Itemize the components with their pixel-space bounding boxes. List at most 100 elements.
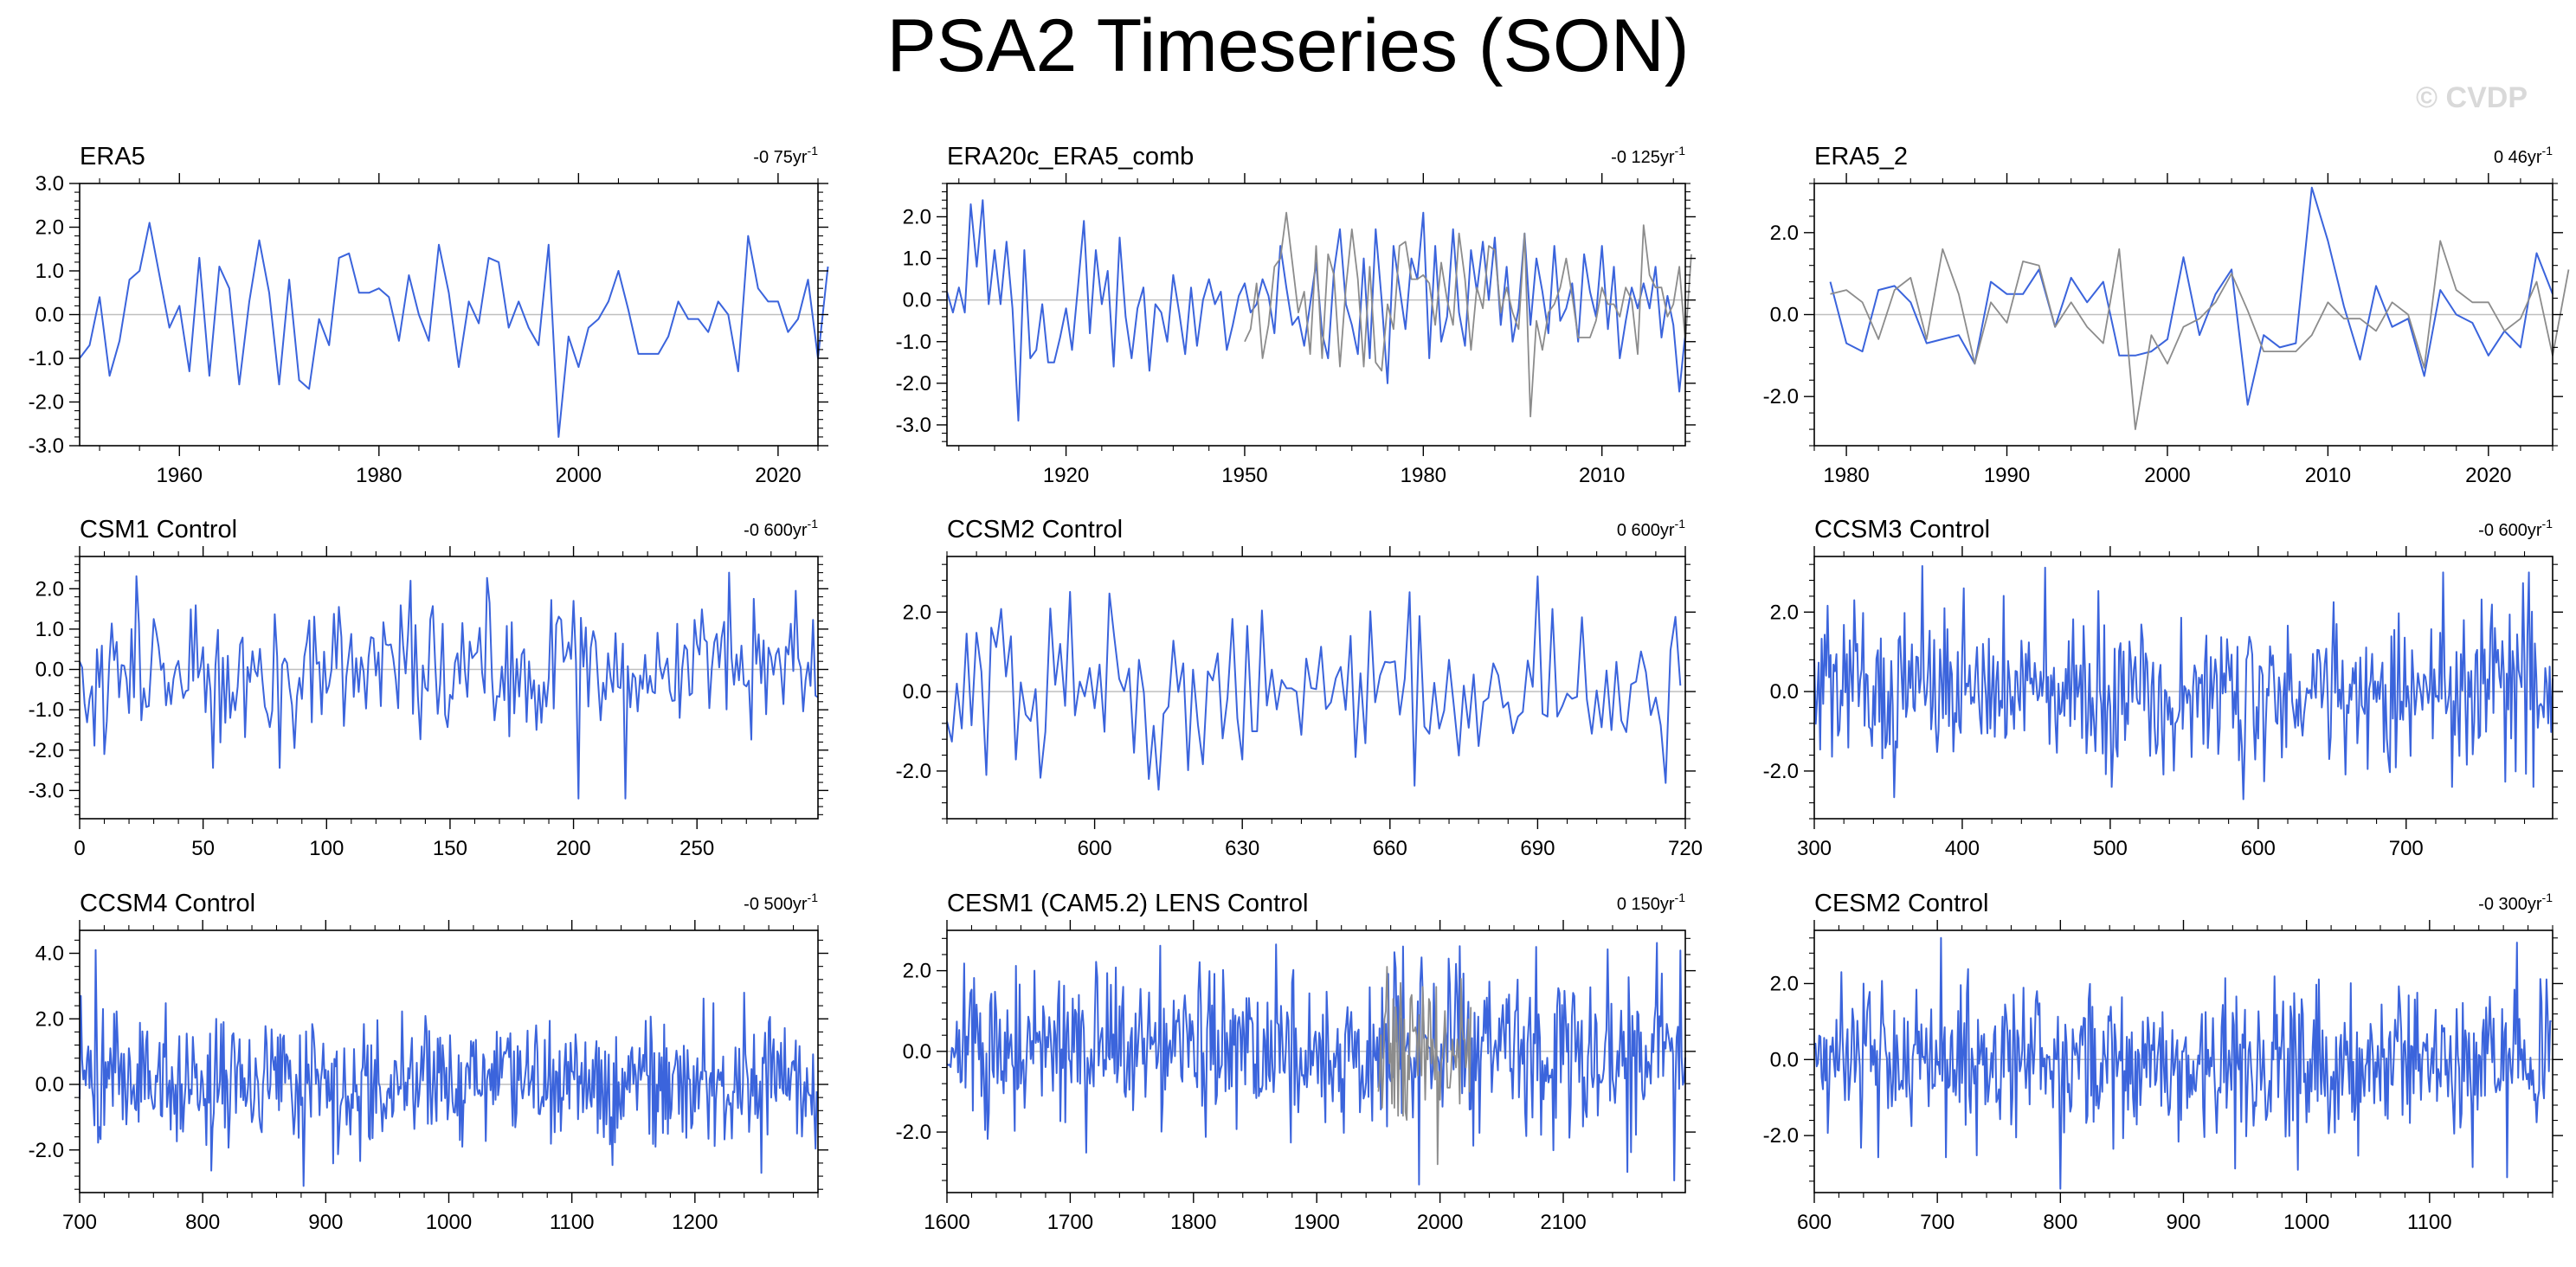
- x-tick-label: 1900: [1294, 1211, 1340, 1234]
- x-tick-label: 900: [308, 1211, 343, 1234]
- y-tick-label: 2.0: [1770, 222, 1799, 245]
- x-tick-label: 2100: [1540, 1211, 1586, 1234]
- x-tick-label: 1800: [1170, 1211, 1216, 1234]
- y-tick-label: 4.0: [35, 942, 64, 966]
- panel-trend: -0 600yr-1: [2478, 517, 2553, 540]
- model-series-line: [946, 942, 1686, 1186]
- panel-trend: 0 600yr-1: [1617, 517, 1685, 540]
- x-tick-label: 700: [2389, 837, 2424, 860]
- observation-series-line: [1830, 240, 2570, 431]
- x-tick-label: 150: [433, 837, 467, 860]
- y-tick-label: 2.0: [1770, 972, 1799, 995]
- chart-panel: CSM1 Control -0 600yr-1 0 50 100 150 200 250 -3.…: [29, 516, 828, 860]
- observation-series-line: [1244, 211, 1692, 418]
- y-tick-label: -2.0: [29, 391, 64, 415]
- x-tick-label: 1100: [2407, 1211, 2452, 1234]
- y-tick-label: -3.0: [896, 414, 931, 437]
- y-tick-label: 0.0: [35, 659, 64, 682]
- y-tick-label: -1.0: [29, 698, 64, 722]
- model-series-line: [1813, 936, 2552, 1190]
- x-tick-label: 1960: [157, 464, 203, 487]
- x-tick-label: 600: [2241, 837, 2276, 860]
- x-tick-label: 1600: [924, 1211, 969, 1234]
- y-tick-label: 1.0: [35, 618, 64, 641]
- x-tick-label: 2020: [755, 464, 801, 487]
- model-series-line: [946, 576, 1682, 791]
- x-tick-label: 700: [1920, 1211, 1955, 1234]
- y-tick-label: -3.0: [29, 779, 64, 802]
- chart-panel: CESM2 Control -0 300yr-1 600 700 800 900 1000 1…: [1763, 890, 2563, 1234]
- x-tick-label: 200: [557, 837, 591, 860]
- plot-frame: [1813, 556, 2553, 820]
- x-tick-label: 2010: [1579, 464, 1625, 487]
- panel-trend: -0 300yr-1: [2478, 891, 2553, 914]
- panel-title: CESM2 Control: [1814, 890, 1988, 917]
- chart-panel: ERA5 -0 75yr-1 1960 1980 2000 2020 -3.0 -2.0 -1.…: [29, 143, 829, 487]
- y-tick-label: -2.0: [896, 760, 931, 783]
- panel-title: CESM1 (CAM5.2) LENS Control: [947, 890, 1308, 917]
- y-tick-label: 0.0: [35, 1073, 64, 1097]
- model-series-line: [79, 571, 819, 800]
- x-tick-label: 630: [1225, 837, 1259, 860]
- panel-trend: 0 150yr-1: [1617, 891, 1685, 914]
- trend-exponent: -1: [2542, 517, 2553, 531]
- y-tick-label: 2.0: [903, 601, 931, 624]
- y-tick-label: 2.0: [35, 577, 64, 601]
- cvdp-watermark: © CVDP: [2416, 81, 2528, 114]
- x-tick-label: 1700: [1047, 1211, 1093, 1234]
- x-tick-label: 1200: [672, 1211, 718, 1234]
- observation-series-line: [1377, 966, 1472, 1166]
- chart-panel: CCSM4 Control -0 500yr-1 700 800 900 1000 1100…: [29, 890, 828, 1234]
- x-tick-label: 2000: [1417, 1211, 1463, 1234]
- x-tick-label: 1950: [1221, 464, 1267, 487]
- x-tick-label: 100: [309, 837, 344, 860]
- panel-title: ERA5: [80, 143, 145, 170]
- y-tick-label: 0.0: [903, 680, 931, 704]
- y-tick-label: 3.0: [35, 172, 64, 196]
- y-tick-label: 2.0: [35, 216, 64, 240]
- y-tick-label: -3.0: [29, 434, 64, 458]
- panel-trend: -0 125yr-1: [1611, 144, 1685, 167]
- x-tick-label: 600: [1078, 837, 1112, 860]
- x-tick-label: 1980: [356, 464, 402, 487]
- x-tick-label: 1920: [1043, 464, 1089, 487]
- x-tick-label: 1980: [1823, 464, 1869, 487]
- panel-trend: 0 46yr-1: [2494, 144, 2553, 167]
- x-tick-label: 1000: [2283, 1211, 2329, 1234]
- panel-title: CCSM2 Control: [947, 516, 1123, 543]
- y-tick-label: -2.0: [1763, 760, 1799, 783]
- panel-trend: -0 500yr-1: [744, 891, 818, 914]
- panel-title: ERA20c_ERA5_comb: [947, 143, 1194, 170]
- y-tick-label: 2.0: [1770, 601, 1799, 624]
- chart-panel: CCSM3 Control -0 600yr-1 300 400 500 600 700 -2…: [1763, 516, 2563, 860]
- y-tick-label: -2.0: [1763, 385, 1799, 408]
- y-tick-label: 1.0: [903, 248, 931, 271]
- trend-exponent: -1: [808, 144, 819, 158]
- trend-exponent: -1: [808, 891, 819, 904]
- x-tick-label: 690: [1520, 837, 1555, 860]
- y-tick-label: 0.0: [1770, 680, 1799, 704]
- x-tick-label: 800: [185, 1211, 220, 1234]
- y-tick-label: -2.0: [29, 1139, 64, 1162]
- x-tick-label: 660: [1373, 837, 1407, 860]
- trend-exponent: -1: [2542, 891, 2553, 904]
- x-tick-label: 700: [62, 1211, 97, 1234]
- y-tick-label: 2.0: [903, 205, 931, 228]
- panel-title: CSM1 Control: [80, 516, 237, 543]
- x-tick-label: 720: [1668, 837, 1703, 860]
- y-tick-label: -2.0: [896, 1121, 931, 1144]
- y-tick-label: 0.0: [1770, 304, 1799, 327]
- y-tick-label: -2.0: [896, 372, 931, 396]
- chart-panel: CESM1 (CAM5.2) LENS Control 0 150yr-1 1600…: [896, 890, 1696, 1234]
- chart-panel: ERA20c_ERA5_comb -0 125yr-1 1920 1950 1980 20…: [896, 143, 1696, 487]
- y-tick-label: -1.0: [896, 331, 931, 354]
- trend-exponent: -1: [1675, 891, 1686, 904]
- plot-frame: [79, 556, 819, 820]
- x-tick-label: 1980: [1401, 464, 1446, 487]
- x-tick-label: 1000: [426, 1211, 472, 1234]
- y-tick-label: -2.0: [29, 739, 64, 762]
- model-series-line: [946, 199, 1686, 422]
- model-series-line: [1829, 186, 2553, 406]
